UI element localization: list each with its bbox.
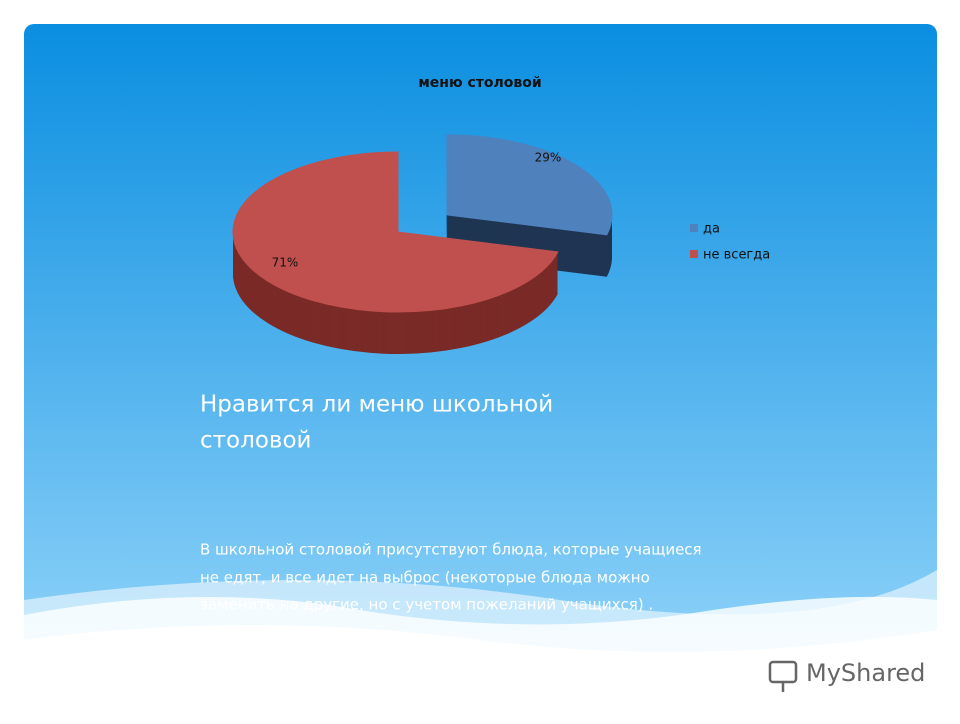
pie xyxy=(232,134,613,354)
logo: MyShared xyxy=(768,659,925,692)
legend-label: не всегда xyxy=(703,248,770,263)
legend-swatch xyxy=(690,250,698,258)
pie-slice xyxy=(232,151,559,313)
legend-swatch xyxy=(690,224,698,232)
legend-label: да xyxy=(703,222,720,237)
data-label: 29% xyxy=(535,151,562,165)
logo-text: MyShared xyxy=(806,659,925,687)
heading: Нравится ли меню школьной xyxy=(200,392,553,418)
pie-slice xyxy=(446,134,613,236)
heading: столовой xyxy=(200,428,311,454)
body-text: В школьной столовой присутствуют блюда, … xyxy=(200,541,702,559)
wave xyxy=(24,625,937,720)
chart-title: меню столовой xyxy=(418,75,541,91)
data-label: 71% xyxy=(272,256,299,270)
